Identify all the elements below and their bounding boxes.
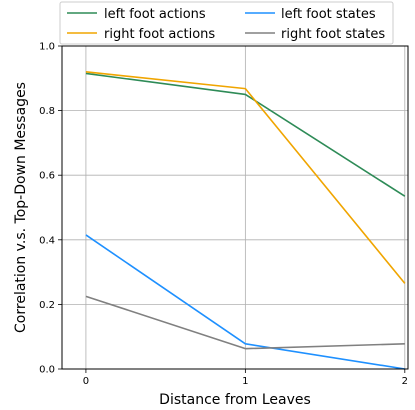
plot-frame <box>61 45 409 370</box>
y-tick-label: 1.0 <box>39 42 55 53</box>
series-lines <box>85 71 406 370</box>
legend-label-right-foot-actions: right foot actions <box>104 27 215 42</box>
y-tick-label: 0.8 <box>39 106 55 117</box>
series-line-left-foot-actions <box>85 72 406 197</box>
y-tick-label: 0.6 <box>39 171 55 182</box>
y-tick-label: 0.4 <box>39 235 55 246</box>
series-line-right-foot-actions <box>85 71 406 284</box>
x-axis-label: Distance from Leaves <box>159 392 311 408</box>
legend-label-left-foot-states: left foot states <box>281 7 376 22</box>
legend: left foot actions left foot states right… <box>59 1 394 45</box>
series-line-right-foot-states <box>85 295 405 350</box>
grid <box>62 45 408 370</box>
legend-box <box>59 1 394 45</box>
x-tick-label: 0 <box>83 376 89 387</box>
y-axis-label: Correlation v.s. Top-Down Messages <box>13 82 29 333</box>
y-tick-label: 0.0 <box>39 365 55 376</box>
axis-ticks: 0 1 2 0.0 0.2 0.4 0.6 0.8 1.0 <box>39 42 408 388</box>
series-line-left-foot-states <box>85 234 405 370</box>
legend-label-right-foot-states: right foot states <box>281 27 385 42</box>
x-tick-label: 2 <box>402 376 408 387</box>
legend-label-left-foot-actions: left foot actions <box>104 7 206 22</box>
x-tick-label: 1 <box>242 376 248 387</box>
y-tick-label: 0.2 <box>39 300 55 311</box>
